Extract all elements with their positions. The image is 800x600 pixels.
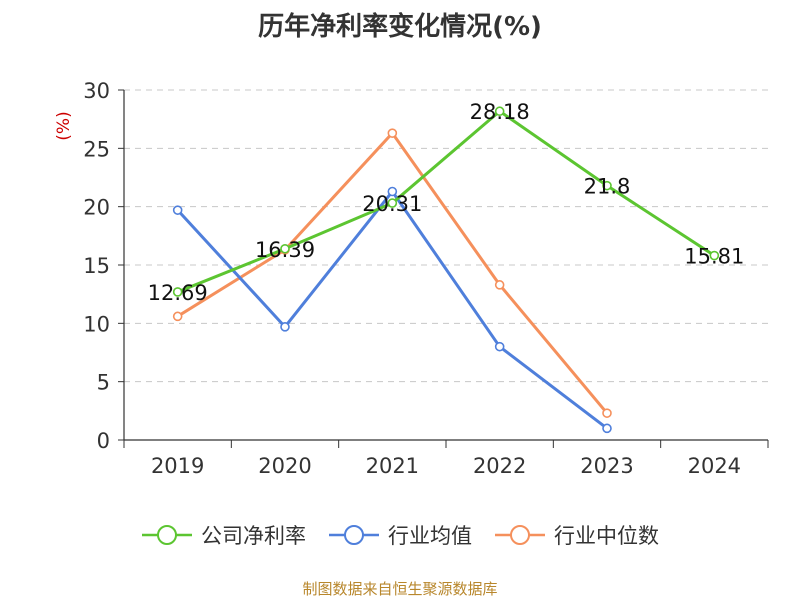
y-tick-label: 0 <box>97 429 110 453</box>
data-labels: 12.69 16.39 20.31 28.18 21.8 15.81 <box>148 100 745 305</box>
data-label: 21.8 <box>584 175 631 199</box>
x-tick-label: 2020 <box>258 454 311 478</box>
data-point <box>494 341 505 352</box>
data-point <box>280 322 290 332</box>
data-label: 20.31 <box>362 192 422 216</box>
legend-item[interactable]: 行业均值 <box>328 520 472 550</box>
data-point <box>387 128 398 138</box>
legend-label: 行业中位数 <box>554 524 659 548</box>
data-label: 16.39 <box>255 238 315 262</box>
legend: 公司净利率 行业均值 行业中位数 <box>0 520 800 550</box>
data-label: 12.69 <box>148 281 208 305</box>
data-point <box>280 243 290 254</box>
chart-title: 历年净利率变化情况(%) <box>258 12 542 42</box>
series-line <box>177 109 716 294</box>
y-tick-label: 25 <box>83 137 110 161</box>
data-point <box>387 198 398 208</box>
data-point <box>602 408 612 418</box>
legend-label: 公司净利率 <box>201 524 306 548</box>
legend-marker-icon <box>142 525 192 545</box>
y-tick-label: 20 <box>83 196 110 220</box>
data-point <box>602 423 612 434</box>
y-tick-label: 30 <box>83 79 110 103</box>
axes: 0 5 10 15 20 25 30 2019 2020 2021 2022 2023 2024 <box>83 79 769 478</box>
data-point <box>172 205 183 215</box>
legend-item[interactable]: 公司净利率 <box>141 520 306 550</box>
data-point <box>709 250 720 261</box>
y-tick-label: 5 <box>97 371 110 395</box>
data-label: 15.81 <box>684 245 744 269</box>
data-point <box>602 180 612 191</box>
data-point <box>172 311 183 322</box>
legend-label: 行业均值 <box>388 524 472 548</box>
series-line <box>176 131 609 415</box>
x-tick-label: 2021 <box>366 454 419 478</box>
x-tick-label: 2023 <box>580 454 633 478</box>
y-tick-label: 15 <box>83 254 110 278</box>
legend-marker-icon <box>329 525 379 545</box>
legend-item[interactable]: 行业中位数 <box>494 520 659 550</box>
y-axis-label: (%) <box>54 111 74 140</box>
x-tick-label: 2024 <box>688 454 741 478</box>
data-point <box>387 186 398 197</box>
data-point <box>494 280 505 290</box>
series-lines <box>172 106 720 434</box>
grid-lines <box>124 89 768 383</box>
x-tick-label: 2019 <box>151 454 204 478</box>
source-note: 制图数据来自恒生聚源数据库 <box>302 580 498 598</box>
data-label: 28.18 <box>470 100 530 124</box>
data-point <box>172 287 183 297</box>
series-line <box>176 190 608 430</box>
legend-marker-icon <box>495 525 545 545</box>
x-tick-label: 2022 <box>473 454 526 478</box>
y-tick-label: 10 <box>83 312 110 336</box>
data-point <box>494 106 505 117</box>
